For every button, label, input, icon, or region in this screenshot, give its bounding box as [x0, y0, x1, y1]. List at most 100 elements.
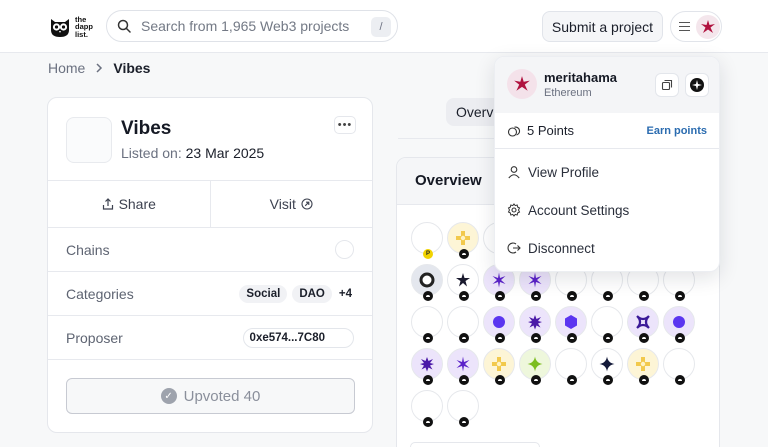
account-settings-label: Account Settings	[528, 202, 630, 218]
categories-more[interactable]: +4	[338, 287, 352, 300]
nft-avatar[interactable]	[555, 348, 587, 385]
nft-avatar[interactable]	[591, 306, 623, 343]
nft-avatar[interactable]	[627, 306, 659, 343]
nft-avatar[interactable]	[627, 348, 659, 385]
disconnect-icon	[507, 242, 521, 254]
submit-project-button[interactable]: Submit a project	[542, 11, 663, 42]
nft-avatar[interactable]	[411, 390, 443, 427]
badge-icon	[567, 333, 577, 343]
nft-avatar[interactable]	[447, 348, 479, 385]
ring-icon	[419, 272, 435, 288]
p-badge-icon	[423, 249, 433, 259]
nft-avatar[interactable]	[411, 222, 443, 259]
nft-avatar[interactable]	[591, 348, 623, 385]
share-icon	[102, 198, 113, 210]
purple-asterisk-icon	[492, 272, 506, 288]
gear-icon	[507, 203, 521, 217]
nft-avatar[interactable]	[663, 348, 695, 385]
upvote-button[interactable]: ✓ Upvoted 40	[66, 378, 355, 414]
listed-on: Listed on: 23 Mar 2025	[121, 145, 264, 161]
nft-avatar[interactable]	[447, 264, 479, 301]
account-dropdown: meritahama Ethereum 5 Points Earn points	[494, 56, 720, 272]
navy-sparkle-icon	[599, 356, 615, 372]
nft-avatar[interactable]	[483, 306, 515, 343]
yellow-cross-icon	[636, 357, 650, 371]
badge-icon	[423, 333, 433, 343]
category-chip-social[interactable]: Social	[239, 284, 288, 303]
breadcrumb: Home Vibes	[48, 60, 150, 76]
nft-avatar[interactable]	[447, 390, 479, 427]
nft-avatar[interactable]	[483, 348, 515, 385]
user-avatar	[696, 14, 720, 39]
badge-icon	[495, 291, 505, 301]
nft-avatar[interactable]	[411, 264, 443, 301]
categories-label: Categories	[66, 285, 134, 302]
account-menu-toggle[interactable]	[670, 11, 722, 42]
star-avatar-icon	[514, 76, 530, 91]
proposer-row: Proposer 0xe574...7C80	[48, 316, 372, 360]
search-input[interactable]	[141, 18, 371, 34]
chains-label: Chains	[66, 241, 110, 258]
yellow-cross-icon	[456, 231, 470, 245]
badge-icon	[495, 333, 505, 343]
badge-icon	[675, 375, 685, 385]
black-star-icon	[456, 273, 470, 287]
wallet-button[interactable]	[685, 73, 709, 97]
logo-wordmark: the dapp list.	[75, 14, 93, 39]
upvote-label: Upvoted 40	[183, 387, 261, 405]
category-chip-dao[interactable]: DAO	[292, 284, 332, 303]
badge-icon	[531, 333, 541, 343]
nft-avatar[interactable]	[447, 222, 479, 259]
account-settings-item[interactable]: Account Settings	[495, 192, 719, 228]
dropdown-network: Ethereum	[544, 87, 592, 99]
nft-avatar[interactable]	[411, 306, 443, 343]
visit-button[interactable]: Visit	[209, 181, 373, 227]
purple-circle-icon	[493, 316, 505, 328]
badge-icon	[459, 375, 469, 385]
nft-avatar[interactable]	[447, 306, 479, 343]
nft-avatar[interactable]	[519, 306, 551, 343]
share-button[interactable]: Share	[48, 181, 210, 227]
more-dots-icon: •••	[337, 119, 353, 131]
search-bar[interactable]: /	[106, 10, 398, 42]
view-profile-item[interactable]: View Profile	[495, 154, 719, 190]
badge-icon	[423, 375, 433, 385]
purple-asterisk-icon	[528, 272, 542, 288]
chain-icon[interactable]	[335, 240, 354, 259]
earn-points-link[interactable]: Earn points	[646, 124, 707, 137]
badge-icon	[639, 375, 649, 385]
purple-asterisk-icon	[456, 356, 470, 372]
copy-address-button[interactable]	[655, 73, 679, 97]
project-title: Vibes	[121, 118, 172, 139]
external-link-icon	[301, 198, 313, 210]
more-options-button[interactable]: •••	[334, 116, 356, 134]
breadcrumb-current: Vibes	[113, 60, 151, 76]
proposer-address[interactable]: 0xe574...7C80	[242, 327, 354, 348]
nft-avatar[interactable]	[663, 306, 695, 343]
purple-x-icon	[636, 315, 650, 329]
purple-burst-icon	[420, 357, 434, 372]
points-row: 5 Points Earn points	[495, 113, 719, 149]
search-shortcut-hint: /	[371, 17, 391, 37]
breadcrumb-home[interactable]: Home	[48, 60, 86, 76]
purple-hex-icon	[565, 315, 577, 329]
owl-logo-icon	[51, 19, 69, 37]
badge-icon	[675, 291, 685, 301]
badge-icon	[531, 375, 541, 385]
disconnect-item[interactable]: Disconnect	[495, 230, 719, 266]
chains-row: Chains	[48, 228, 372, 272]
green-sparkle-icon	[527, 356, 543, 372]
badge-icon	[603, 291, 613, 301]
project-logo	[66, 117, 112, 163]
dropdown-username: meritahama	[544, 70, 617, 85]
copy-icon	[661, 79, 673, 91]
nft-avatar[interactable]	[519, 348, 551, 385]
card-fragment	[410, 442, 540, 447]
view-profile-label: View Profile	[528, 164, 600, 180]
badge-icon	[639, 291, 649, 301]
badge-icon	[603, 375, 613, 385]
nft-avatar[interactable]	[555, 306, 587, 343]
nft-avatar[interactable]	[411, 348, 443, 385]
dapplist-logo[interactable]: the dapp list.	[49, 14, 99, 40]
coins-icon	[507, 126, 521, 137]
